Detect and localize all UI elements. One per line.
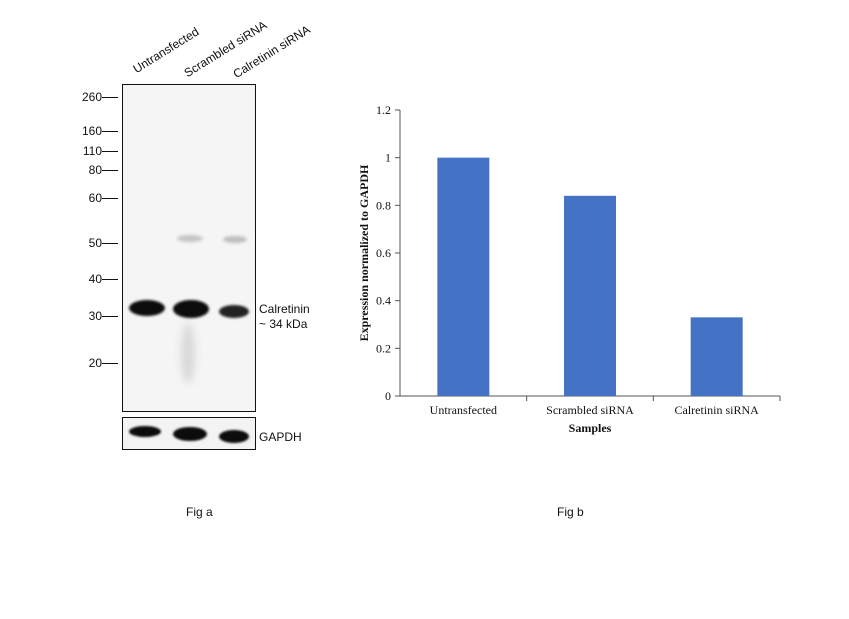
marker-110: 110 <box>82 144 102 158</box>
marker-tick <box>102 97 118 98</box>
gapdh-band-knockdown <box>219 430 249 443</box>
x-tick-label: Scrambled siRNA <box>546 403 634 417</box>
y-tick-label: 0.4 <box>376 294 391 308</box>
gapdh-membrane <box>122 417 256 450</box>
gapdh-band-scrambled <box>173 427 207 441</box>
marker-80: 80 <box>88 163 102 177</box>
x-tick-label: Calretinin siRNA <box>675 403 760 417</box>
bar-1 <box>564 195 616 396</box>
faint-band <box>223 236 247 243</box>
y-tick-label: 0 <box>385 389 391 403</box>
y-axis-title: Expression normalized to GAPDH <box>357 164 371 341</box>
marker-tick <box>102 316 118 317</box>
target-size-label: ~ 34 kDa <box>259 317 308 331</box>
marker-tick <box>102 131 118 132</box>
bar-2 <box>690 317 743 396</box>
marker-160: 160 <box>81 124 102 138</box>
gapdh-label: GAPDH <box>259 430 302 444</box>
smear <box>181 323 195 383</box>
plot-area: 0 0.2 0.4 0.6 0.8 1 1.2 Untransfected Scrambled … <box>357 103 781 435</box>
marker-40: 40 <box>88 272 102 286</box>
calretinin-band-untransfected <box>129 300 165 316</box>
marker-60: 60 <box>88 191 102 205</box>
y-tick-label: 0.8 <box>376 198 391 212</box>
y-tick-label: 1.2 <box>376 103 391 117</box>
marker-tick <box>102 243 118 244</box>
faint-band <box>177 235 203 242</box>
marker-tick <box>102 198 118 199</box>
calretinin-band-knockdown <box>219 305 249 318</box>
x-axis-title: Samples <box>569 421 612 435</box>
x-tick-label: Untransfected <box>430 403 497 417</box>
y-tick-label: 1 <box>385 151 391 165</box>
marker-tick <box>102 363 118 364</box>
marker-tick <box>102 170 118 171</box>
y-tick-label: 0.6 <box>376 246 391 260</box>
marker-20: 20 <box>88 356 102 370</box>
western-blot-figure: Untransfected Scrambled siRNA Calretinin… <box>0 0 330 470</box>
calretinin-band-scrambled <box>173 300 209 318</box>
marker-tick <box>102 151 118 152</box>
blot-membrane <box>122 84 256 412</box>
fig-b-caption: Fig b <box>557 505 584 519</box>
marker-tick <box>102 279 118 280</box>
y-tick-label: 0.2 <box>376 341 391 355</box>
marker-50: 50 <box>88 236 102 250</box>
marker-260: 260 <box>81 90 102 104</box>
marker-30: 30 <box>88 309 102 323</box>
gapdh-band-untransfected <box>129 426 161 437</box>
fig-a-caption: Fig a <box>186 505 213 519</box>
bar-0 <box>437 157 490 396</box>
target-name-label: Calretinin <box>259 302 310 316</box>
expression-bar-chart: 0 0.2 0.4 0.6 0.8 1 1.2 Untransfected Scrambled … <box>357 103 781 435</box>
